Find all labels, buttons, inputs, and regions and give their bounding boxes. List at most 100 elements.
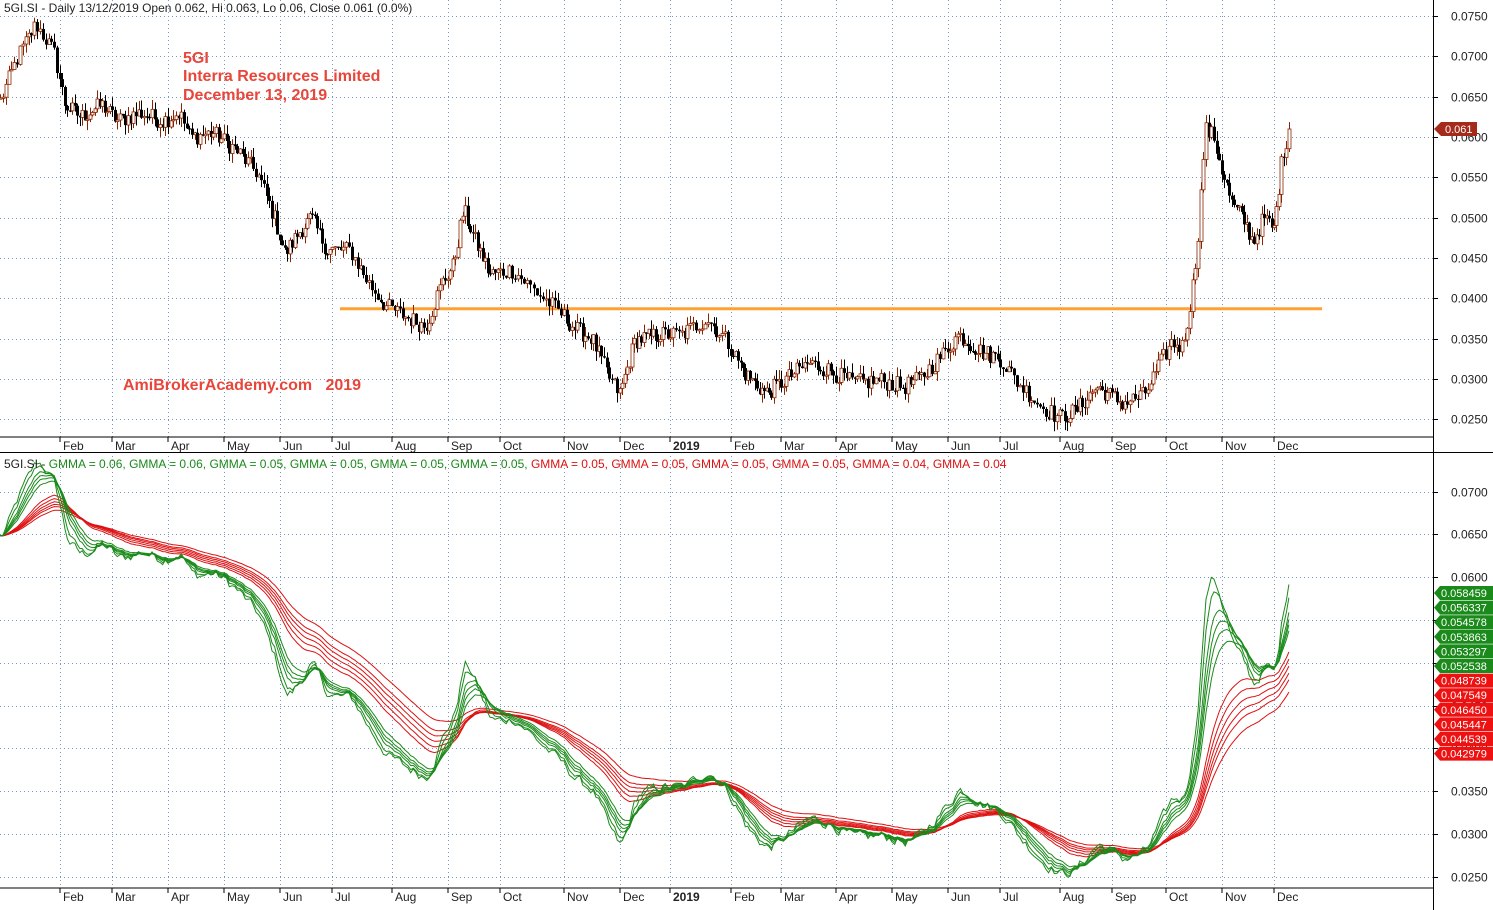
candle-body — [183, 112, 186, 124]
candle-body — [186, 123, 189, 129]
x-tick-label: Apr — [839, 890, 858, 904]
candle-down — [114, 106, 117, 123]
candle-body — [750, 378, 755, 381]
candle-body — [148, 117, 151, 119]
candle-body — [362, 265, 365, 276]
candle-body — [790, 369, 793, 377]
price-chart-title: 5GI.SI - Daily 13/12/2019 Open 0.062, Hi… — [4, 1, 412, 15]
candle-down — [135, 102, 138, 126]
long-term-value-badge: 0.047549 — [1434, 688, 1493, 703]
candle-down — [650, 320, 653, 345]
candle-up — [453, 255, 458, 266]
candle-body — [1105, 392, 1110, 401]
candle-body — [1226, 179, 1229, 183]
candle-body — [899, 376, 902, 388]
candle-up — [717, 334, 722, 343]
candle-body — [695, 322, 698, 331]
candle-body — [1134, 394, 1137, 399]
candle-down — [967, 335, 970, 356]
candle-down — [252, 147, 255, 171]
long-term-ema-60 — [0, 509, 1290, 850]
badge-shape — [1434, 644, 1493, 659]
candle-body — [710, 322, 713, 324]
candle-body — [754, 378, 757, 381]
candle-body — [1033, 400, 1036, 403]
candle-body — [1036, 402, 1039, 405]
candle-down — [178, 114, 181, 125]
candle-down — [61, 73, 64, 96]
short-term-value-badge: 0.054578 — [1434, 615, 1493, 630]
candle-body — [819, 369, 822, 372]
candle-up — [925, 368, 930, 380]
y-tick-label: 0.0750 — [1451, 10, 1488, 24]
candle-body — [16, 62, 19, 65]
candle-body — [1271, 218, 1274, 228]
y-tick-label: 0.0550 — [1451, 171, 1488, 185]
candle-body — [394, 305, 397, 311]
candle-body — [423, 322, 426, 328]
candle-down — [972, 342, 975, 353]
candle-body — [1104, 389, 1107, 401]
candle-down — [655, 326, 658, 350]
candle-body — [1209, 126, 1214, 138]
candle-body — [163, 116, 168, 128]
x-tick-label: Jun — [951, 439, 970, 453]
candle-body — [1193, 268, 1198, 281]
legend-entry: GMMA = 0.06, — [49, 457, 126, 471]
candle-body — [467, 205, 470, 226]
candle-up — [810, 356, 815, 366]
candle-body — [263, 180, 266, 184]
candle-down — [337, 246, 340, 250]
candle-body — [667, 329, 670, 339]
candle-down — [391, 299, 394, 307]
candle-down — [695, 320, 698, 334]
candle-body — [433, 308, 438, 317]
x-tick-label: Oct — [503, 890, 522, 904]
candle-down — [291, 239, 294, 253]
legend-entry: GMMA = 0.05, — [528, 457, 608, 471]
candle-body — [473, 231, 478, 234]
candle-down — [962, 328, 965, 348]
candle-body — [333, 246, 338, 249]
candle-down — [45, 33, 48, 50]
candle-up — [792, 372, 797, 379]
candle-body — [303, 227, 308, 238]
candle-body — [962, 333, 965, 346]
x-tick-label: Sep — [451, 439, 473, 453]
candle-body — [697, 329, 702, 332]
candle-body — [357, 257, 360, 269]
candle-body — [219, 138, 224, 143]
x-tick-label: Nov — [1225, 890, 1246, 904]
badge-value: 0.058459 — [1441, 588, 1487, 600]
candle-body — [618, 388, 623, 394]
candle-body — [111, 106, 114, 110]
candle-body — [1213, 126, 1216, 141]
candle-down — [74, 94, 77, 112]
candle-down — [183, 109, 186, 132]
x-tick-label: Jun — [951, 890, 970, 904]
candle-body — [953, 336, 958, 350]
candle-down — [410, 317, 413, 334]
candle-down — [1268, 210, 1271, 223]
candle-body — [351, 246, 354, 261]
candle-up — [115, 113, 120, 130]
candle-body — [1165, 349, 1168, 360]
candle-up — [953, 331, 958, 356]
candle-down — [947, 341, 950, 359]
candle-body — [319, 228, 322, 230]
candle-body — [135, 111, 138, 117]
candle-body — [554, 297, 557, 301]
candle-up — [303, 223, 308, 244]
legend-entry: GMMA = 0.05, — [286, 457, 366, 471]
candle-body — [557, 300, 560, 309]
candle-body — [1055, 415, 1060, 423]
candle-up — [1, 93, 6, 103]
candle-body — [415, 313, 418, 325]
candle-body — [1084, 406, 1087, 409]
short-term-value-badge: 0.053297 — [1434, 644, 1493, 659]
candle-up — [105, 107, 110, 117]
candle-down — [1263, 204, 1266, 226]
candle-up — [874, 377, 879, 385]
candle-body — [99, 99, 102, 107]
candle-body — [218, 127, 221, 143]
